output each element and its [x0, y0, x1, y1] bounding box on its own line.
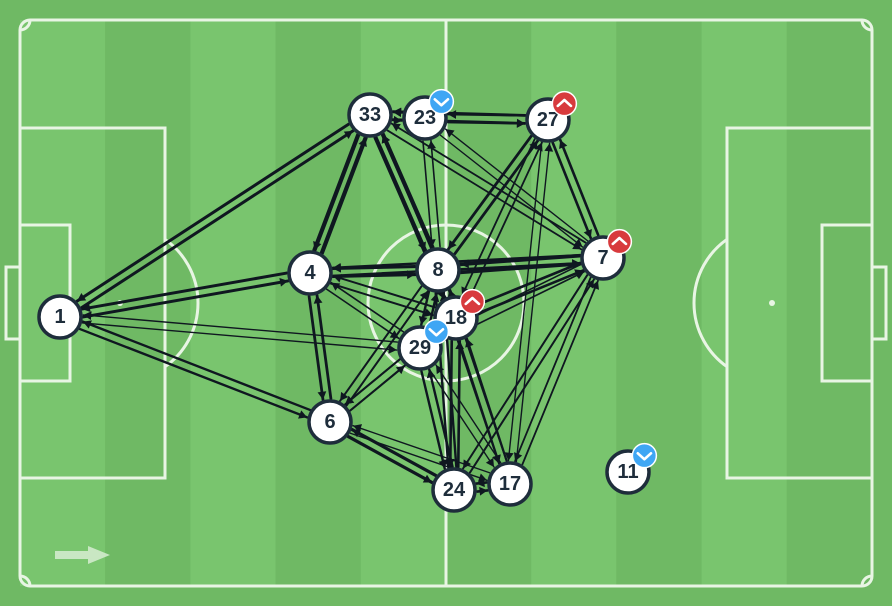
- player-number: 1: [54, 306, 65, 328]
- player-node: 6: [309, 401, 351, 443]
- player-node: 4: [289, 252, 331, 294]
- player-number: 7: [597, 247, 608, 269]
- player-node: 1: [39, 296, 81, 338]
- pass-edge: [448, 114, 525, 115]
- player-node: 24: [433, 469, 475, 511]
- player-node: 33: [349, 94, 391, 136]
- pass-edge: [458, 341, 459, 467]
- sub-on-icon: [424, 320, 448, 344]
- player-node: 8: [417, 249, 459, 291]
- sub-on-icon: [632, 444, 656, 468]
- player-number: 8: [432, 259, 443, 281]
- pitch-svg: 146818293323277241711: [0, 0, 892, 606]
- player-number: 24: [443, 479, 466, 501]
- sub-off-icon: [460, 290, 484, 314]
- pass-network-diagram: 146818293323277241711: [0, 0, 892, 606]
- player-number: 33: [359, 104, 381, 126]
- player-number: 4: [304, 262, 316, 284]
- sub-on-icon: [429, 90, 453, 114]
- pass-edge: [448, 122, 525, 123]
- player-number: 17: [499, 473, 521, 495]
- player-node: 17: [489, 463, 531, 505]
- sub-off-icon: [552, 92, 576, 116]
- sub-off-icon: [607, 230, 631, 254]
- player-number: 6: [324, 411, 335, 433]
